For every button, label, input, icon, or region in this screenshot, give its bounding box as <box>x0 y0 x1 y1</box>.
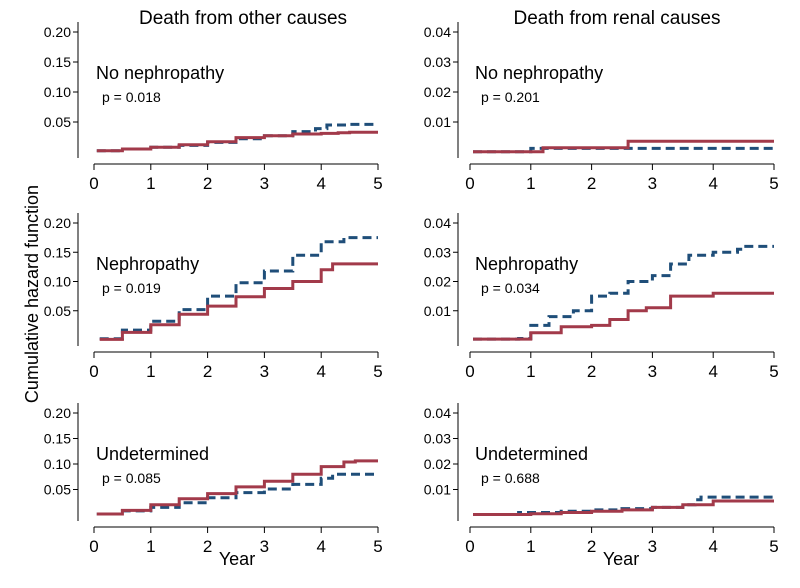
x-tick-label: 4 <box>316 362 325 381</box>
panel-pvalue: p = 0.018 <box>102 89 161 105</box>
x-axis-label-left: Year <box>219 549 255 569</box>
x-tick-label: 4 <box>316 537 325 556</box>
solid-series-line <box>96 459 378 516</box>
x-tick-label: 0 <box>89 362 98 381</box>
solid-series-line <box>473 499 774 516</box>
x-tick-label: 2 <box>587 174 596 193</box>
x-tick-label: 3 <box>648 537 657 556</box>
x-tick-label: 0 <box>89 174 98 193</box>
y-tick-label: 0.01 <box>424 482 451 498</box>
y-tick-label: 0.15 <box>44 431 71 447</box>
y-tick-label: 0.02 <box>424 84 451 100</box>
y-axis-label: Cumulative hazard function <box>22 185 42 403</box>
panel-pvalue: p = 0.085 <box>102 470 161 486</box>
y-tick-label: 0.05 <box>44 114 71 130</box>
panel-pvalue: p = 0.688 <box>481 470 540 486</box>
x-tick-label: 1 <box>526 174 535 193</box>
chart-panel-middle-left: 0.05 0.10 0.15 0.20 0 1 2 3 4 5 Nephropathy p = 0.0… <box>44 213 383 381</box>
dashed-series-line <box>473 244 774 341</box>
y-tick-label: 0.10 <box>44 84 71 100</box>
y-tick-label: 0.20 <box>44 215 71 231</box>
panel-annotation: Nephropathy <box>96 254 199 274</box>
x-tick-label: 4 <box>316 174 325 193</box>
panel-annotation: Nephropathy <box>475 254 578 274</box>
column-title-right: Death from renal causes <box>514 8 721 29</box>
x-tick-label: 3 <box>260 537 269 556</box>
x-tick-label: 3 <box>648 174 657 193</box>
x-tick-label: 0 <box>465 174 474 193</box>
x-tick-label: 0 <box>465 362 474 381</box>
x-tick-label: 3 <box>648 362 657 381</box>
y-tick-label: 0.05 <box>44 482 71 498</box>
x-tick-label: 5 <box>373 537 382 556</box>
panel-annotation: No nephropathy <box>96 63 224 83</box>
y-tick-label: 0.02 <box>424 274 451 290</box>
y-tick-label: 0.04 <box>424 24 451 40</box>
x-tick-label: 2 <box>203 362 212 381</box>
x-tick-label: 5 <box>373 362 382 381</box>
x-tick-label: 4 <box>708 537 717 556</box>
panel-pvalue: p = 0.019 <box>102 280 161 296</box>
x-tick-label: 1 <box>146 537 155 556</box>
y-tick-label: 0.20 <box>44 24 71 40</box>
column-title-left: Death from other causes <box>139 8 347 29</box>
chart-panel-bottom-left: 0.05 0.10 0.15 0.20 0 1 2 3 4 5 Undetermined p = 0.… <box>44 403 383 556</box>
y-tick-label: 0.15 <box>44 244 71 260</box>
x-tick-label: 4 <box>708 362 717 381</box>
x-tick-label: 3 <box>260 362 269 381</box>
x-tick-label: 2 <box>203 537 212 556</box>
x-axis-label-right: Year <box>603 549 639 569</box>
x-tick-label: 0 <box>465 537 474 556</box>
panel-annotation: Undetermined <box>475 444 588 464</box>
x-tick-label: 5 <box>769 174 778 193</box>
solid-series-line <box>96 130 378 153</box>
chart-panel-bottom-right: 0.01 0.02 0.03 0.04 0 1 2 3 4 5 Undetermined p = 0.… <box>424 403 779 556</box>
y-tick-label: 0.03 <box>424 244 451 260</box>
x-tick-label: 2 <box>587 537 596 556</box>
y-tick-label: 0.01 <box>424 303 451 319</box>
y-tick-label: 0.10 <box>44 456 71 472</box>
y-tick-label: 0.03 <box>424 54 451 70</box>
y-tick-label: 0.02 <box>424 456 451 472</box>
x-tick-label: 1 <box>146 362 155 381</box>
x-tick-label: 2 <box>587 362 596 381</box>
panel-pvalue: p = 0.201 <box>481 89 540 105</box>
chart-panel-middle-right: 0.01 0.02 0.03 0.04 0 1 2 3 4 5 Nephropathy p = 0.0… <box>424 213 779 381</box>
solid-series-line <box>473 139 774 154</box>
x-tick-label: 1 <box>146 174 155 193</box>
x-tick-label: 1 <box>526 362 535 381</box>
y-tick-label: 0.04 <box>424 405 451 421</box>
x-tick-label: 0 <box>89 537 98 556</box>
y-tick-label: 0.01 <box>424 114 451 130</box>
x-tick-label: 5 <box>769 362 778 381</box>
solid-series-line <box>473 291 774 341</box>
x-tick-label: 1 <box>526 537 535 556</box>
x-tick-label: 4 <box>708 174 717 193</box>
panel-annotation: Undetermined <box>96 444 209 464</box>
chart-panel-top-right: 0.01 0.02 0.03 0.04 0 1 2 3 4 5 No nephropathy p = … <box>424 22 779 193</box>
y-tick-label: 0.05 <box>44 303 71 319</box>
y-tick-label: 0.10 <box>44 274 71 290</box>
y-tick-label: 0.03 <box>424 431 451 447</box>
x-tick-label: 5 <box>769 537 778 556</box>
x-tick-label: 3 <box>260 174 269 193</box>
x-tick-label: 2 <box>203 174 212 193</box>
solid-series-line <box>99 262 378 341</box>
y-tick-label: 0.04 <box>424 215 451 231</box>
panel-annotation: No nephropathy <box>475 63 603 83</box>
chart-panel-top-left: 0.05 0.10 0.15 0.20 0 1 2 3 4 5 No nephropathy p = … <box>44 22 383 193</box>
y-tick-label: 0.15 <box>44 54 71 70</box>
x-tick-label: 5 <box>373 174 382 193</box>
panel-pvalue: p = 0.034 <box>481 280 540 296</box>
y-tick-label: 0.20 <box>44 405 71 421</box>
